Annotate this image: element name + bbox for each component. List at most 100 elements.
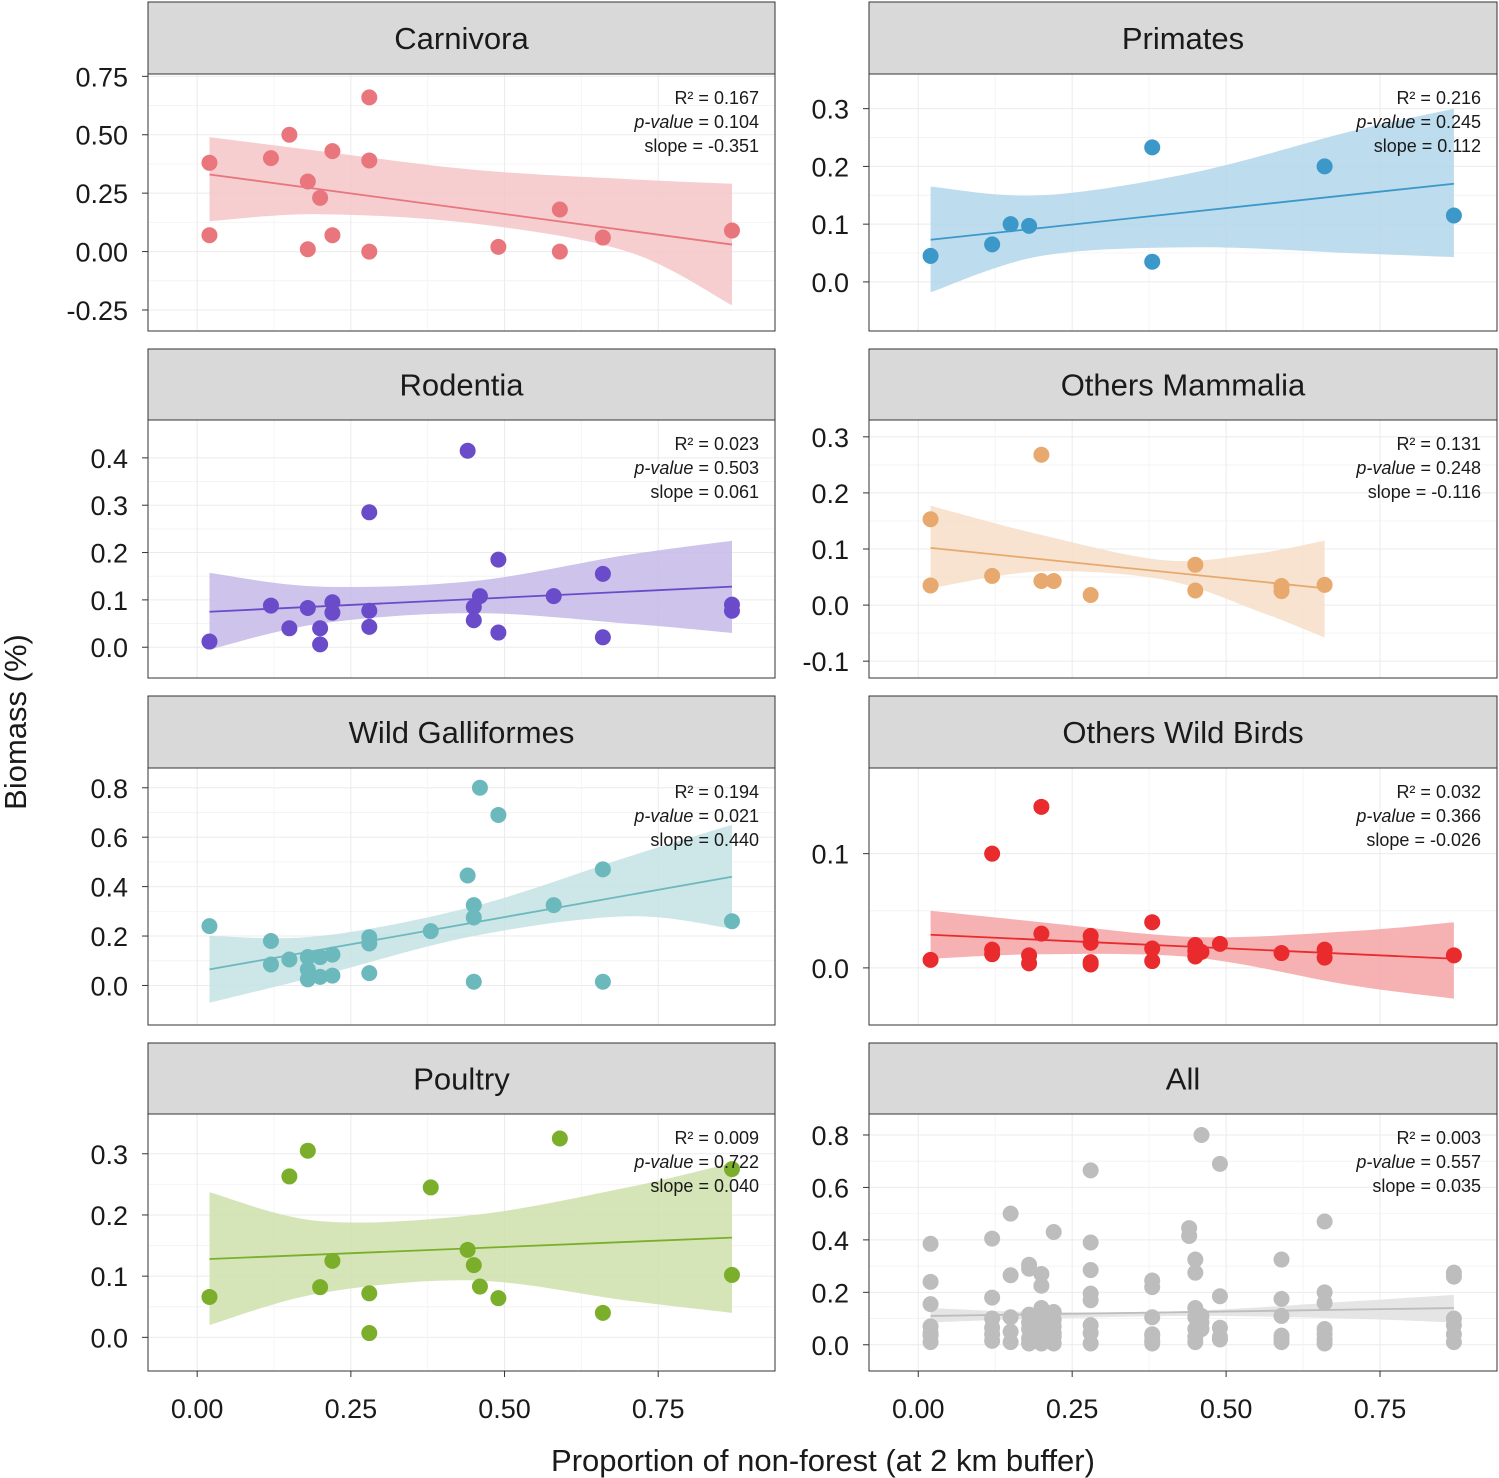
r-squared-label: R² = 0.003 — [1396, 1128, 1481, 1148]
data-point — [1187, 582, 1204, 599]
y-tick-label: 0.2 — [90, 1201, 128, 1231]
data-point — [1045, 1224, 1062, 1241]
panel-all: All R² = 0.003 p-value = 0.557 slope = 0.03… — [811, 1042, 1498, 1372]
y-tick-label: 0.1 — [811, 535, 849, 565]
regression-line — [209, 585, 733, 613]
data-point — [1211, 1155, 1228, 1172]
strip-background — [868, 1042, 1498, 1115]
y-tick-label: 0.2 — [90, 539, 128, 569]
data-point — [1021, 217, 1038, 234]
strip-title: Others Mammalia — [1061, 368, 1306, 403]
slope-label: slope = -0.116 — [1368, 482, 1481, 502]
strip-background — [147, 695, 776, 769]
y-tick-label: 0.50 — [75, 121, 128, 151]
strip-background — [147, 348, 776, 421]
confidence-band — [930, 108, 1454, 293]
p-value-italic: p-value — [633, 458, 693, 478]
data-point — [465, 973, 482, 990]
p-value-label: p-value = 0.104 — [633, 112, 759, 132]
y-tick-label: 0.0 — [811, 1331, 849, 1361]
y-tick-label: 0.00 — [75, 238, 128, 268]
data-point — [465, 612, 482, 629]
p-value-italic: p-value — [1355, 1152, 1415, 1172]
data-point — [1002, 216, 1019, 233]
data-point — [1273, 945, 1290, 962]
data-point — [361, 602, 378, 619]
data-point — [201, 918, 218, 935]
data-point — [324, 604, 341, 621]
p-value-italic: p-value — [633, 806, 693, 826]
data-point — [1082, 1335, 1099, 1352]
data-point — [299, 949, 316, 966]
data-point — [1144, 1335, 1161, 1352]
data-point — [201, 227, 218, 244]
data-point — [1187, 1334, 1204, 1351]
data-point — [1082, 1292, 1099, 1309]
data-point — [281, 951, 298, 968]
data-point — [262, 956, 279, 973]
strip-title: Poultry — [413, 1062, 510, 1097]
r-squared-label: R² = 0.216 — [1396, 88, 1481, 108]
data-point — [201, 633, 218, 650]
y-tick-label: -0.1 — [802, 647, 849, 677]
y-tick-label: 0.0 — [90, 1323, 128, 1353]
data-point — [594, 973, 611, 990]
data-point — [1273, 583, 1290, 600]
data-point — [361, 243, 378, 260]
data-point — [299, 1142, 316, 1159]
data-point — [422, 1179, 439, 1196]
y-tick-label: 0.8 — [811, 1121, 849, 1151]
data-point — [422, 923, 439, 940]
r-squared-label: R² = 0.032 — [1396, 782, 1481, 802]
data-point — [594, 229, 611, 246]
panel-border — [147, 767, 776, 1026]
data-point — [1033, 925, 1050, 942]
data-point — [465, 897, 482, 914]
data-point — [1445, 947, 1462, 964]
data-point — [1316, 576, 1333, 593]
data-point — [1187, 1251, 1204, 1268]
r-squared-label: R² = 0.009 — [674, 1128, 759, 1148]
data-point — [922, 247, 939, 264]
data-point — [922, 1296, 939, 1313]
data-point — [922, 577, 939, 594]
data-point — [1316, 1294, 1333, 1311]
data-point — [361, 1325, 378, 1342]
strip-background — [868, 1, 1498, 75]
y-tick-label: 0.1 — [90, 1262, 128, 1292]
data-point — [324, 946, 341, 963]
panel-border — [868, 767, 1498, 1026]
data-point — [312, 620, 329, 637]
y-tick-label: 0.3 — [811, 423, 849, 453]
data-point — [299, 173, 316, 190]
data-point — [984, 236, 1001, 253]
data-point — [545, 588, 562, 605]
data-point — [1193, 1321, 1210, 1338]
data-point — [312, 1279, 329, 1296]
data-point — [1273, 1251, 1290, 1268]
y-tick-label: 0.1 — [811, 840, 849, 870]
panel-primates: Primates R² = 0.216 p-value = 0.245 slope =… — [811, 1, 1498, 332]
data-point — [1002, 1267, 1019, 1284]
p-value-number: = 0.104 — [693, 112, 759, 132]
r-squared-label: R² = 0.167 — [674, 88, 759, 108]
confidence-band — [209, 137, 732, 306]
y-tick-label: 0.4 — [811, 1226, 849, 1256]
data-point — [1144, 1309, 1161, 1326]
p-value-number: = 0.557 — [1415, 1152, 1481, 1172]
data-point — [312, 636, 329, 653]
data-point — [312, 968, 329, 985]
data-point — [1033, 1265, 1050, 1282]
r-squared-label: R² = 0.023 — [674, 434, 759, 454]
y-tick-label: 0.1 — [811, 210, 849, 240]
y-tick-label: 0.0 — [811, 591, 849, 621]
strip-title: Rodentia — [399, 368, 524, 403]
p-value-label: p-value = 0.722 — [633, 1152, 759, 1172]
data-point — [1316, 1213, 1333, 1230]
p-value-label: p-value = 0.366 — [1355, 806, 1481, 826]
p-value-italic: p-value — [633, 1152, 693, 1172]
data-point — [459, 1241, 476, 1258]
data-point — [1445, 1268, 1462, 1285]
data-point — [324, 967, 341, 984]
data-point — [201, 1288, 218, 1305]
